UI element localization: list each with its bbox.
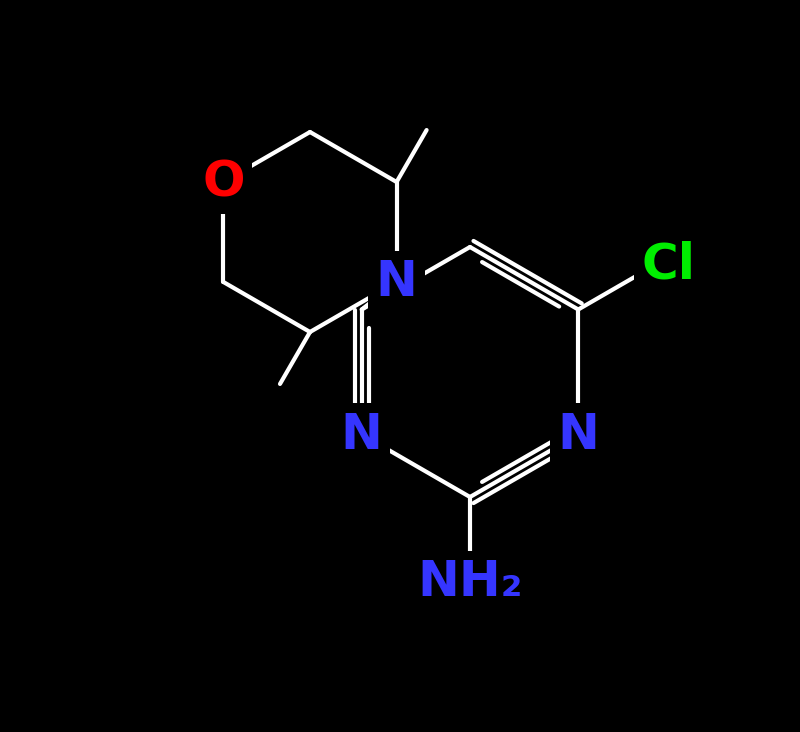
Text: NH₂: NH₂ [418, 558, 522, 606]
Text: N: N [341, 411, 382, 458]
Text: Cl: Cl [641, 241, 695, 288]
Text: O: O [202, 158, 245, 206]
Text: N: N [558, 411, 599, 458]
Text: N: N [376, 258, 418, 306]
